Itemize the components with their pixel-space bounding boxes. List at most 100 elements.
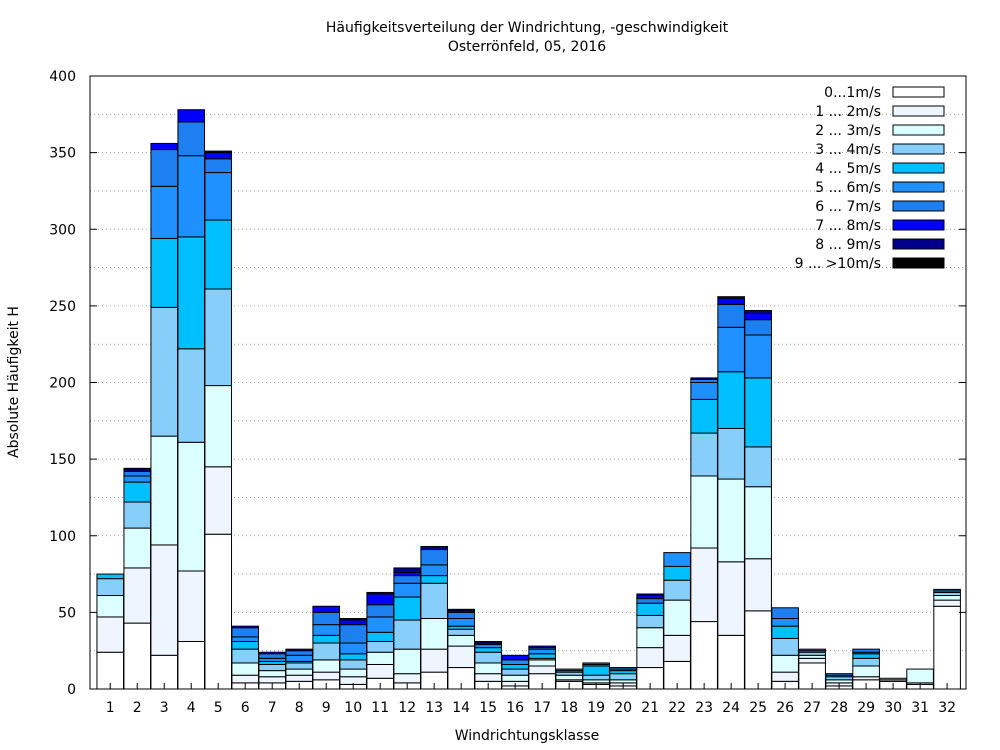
bar-segment [312,659,341,673]
bar-segment [285,674,314,682]
x-tick-label: 11 [371,700,389,716]
bar-segment [447,645,475,669]
bar-segment [96,595,125,618]
bar-segment [366,663,394,679]
bar-segment [528,665,556,675]
bar-segment [501,663,529,670]
x-tick-label: 6 [241,700,250,716]
bar-segment [879,677,907,681]
bar-segment [393,567,421,574]
bar-segment [420,545,448,551]
bar-segment [717,297,745,305]
bar-segment [231,625,260,629]
bar-segment [204,150,233,154]
x-tick-label: 14 [452,700,470,716]
bar-segment [798,648,826,652]
x-tick-label: 22 [668,700,686,716]
bar-segment [636,647,664,669]
x-tick-label: 10 [344,700,362,716]
bar-segment [420,582,448,620]
bar-segment [177,155,206,238]
bar-segment [393,582,421,598]
legend-swatch [892,162,945,174]
bar-segment [474,640,502,644]
bar-segment [906,668,934,684]
bar-segment [231,636,260,642]
bar-segment [231,648,260,664]
bar-segment [501,659,529,665]
bar-segment [393,619,421,650]
legend-label: 4 ... 5m/s [815,161,881,177]
bar-segment [123,567,152,624]
bar-segment [393,648,421,675]
x-tick-label: 20 [614,700,632,716]
bar-segment [393,575,421,584]
y-tick-label: 350 [49,146,76,162]
chart-title: Häufigkeitsverteilung der Windrichtung, … [326,20,729,36]
bar-segment [771,607,799,620]
bar-segment [420,575,448,584]
bar-segment [744,486,772,560]
x-tick-label: 9 [322,700,331,716]
bar-segment [528,645,556,649]
bar-segment [474,651,502,664]
y-tick-label: 400 [49,69,76,85]
bar-segment [420,564,448,577]
y-tick-label: 200 [49,376,76,392]
bar-segment [150,306,179,437]
bar-segment [123,501,152,529]
bar-segment [420,549,448,566]
bar-segment [852,665,880,678]
bar-segment [366,616,394,633]
bar-segment [150,142,179,151]
legend-label: 0...1m/s [824,85,881,101]
bar-segment [717,371,745,429]
bar-segment [852,648,880,653]
bar-segment [447,608,475,612]
bar-segment [339,624,368,644]
legend-label: 9 ... >10m/s [795,256,881,272]
legend-swatch [892,238,945,250]
bar-segment [690,621,718,690]
y-tick-label: 300 [49,222,76,238]
y-axis-label: Absolute Häufigkeit H [6,306,22,458]
bar-segment [204,158,233,174]
bar-segment [258,670,287,678]
legend-label: 8 ... 9m/s [815,237,881,253]
legend-swatch [892,143,945,155]
bar-segment [393,596,421,621]
x-tick-label: 13 [425,700,443,716]
x-tick-label: 21 [641,700,659,716]
bar-segment [744,309,772,315]
x-tick-label: 32 [938,700,956,716]
bar-segment [717,427,745,480]
bar-segment [933,599,961,607]
bar-segment [609,667,637,670]
bar-segment [636,614,664,629]
bar-segment [582,662,610,665]
y-tick-label: 0 [67,682,76,698]
bar-segment [717,303,745,328]
bar-segment [933,588,961,592]
bar-segment [96,616,125,653]
x-tick-label: 27 [803,700,821,716]
bar-segment [771,625,799,639]
bar-segment [717,326,745,373]
bar-segment [258,653,287,659]
legend-swatch [892,219,945,231]
bar-segment [528,653,556,659]
bar-segment [96,578,125,597]
bar-segment [123,527,152,569]
bar-segment [204,533,233,690]
bar-segment [933,595,961,601]
bar-segment [285,662,314,670]
bar-segment [150,185,179,239]
bar-segment [285,650,314,656]
bar-segment [474,647,502,653]
bar-segment [447,618,475,627]
x-tick-label: 30 [884,700,902,716]
legend-swatch [892,105,945,117]
legend-swatch [892,86,945,98]
legend-label: 3 ... 4m/s [815,142,881,158]
bar-segment [258,651,287,655]
